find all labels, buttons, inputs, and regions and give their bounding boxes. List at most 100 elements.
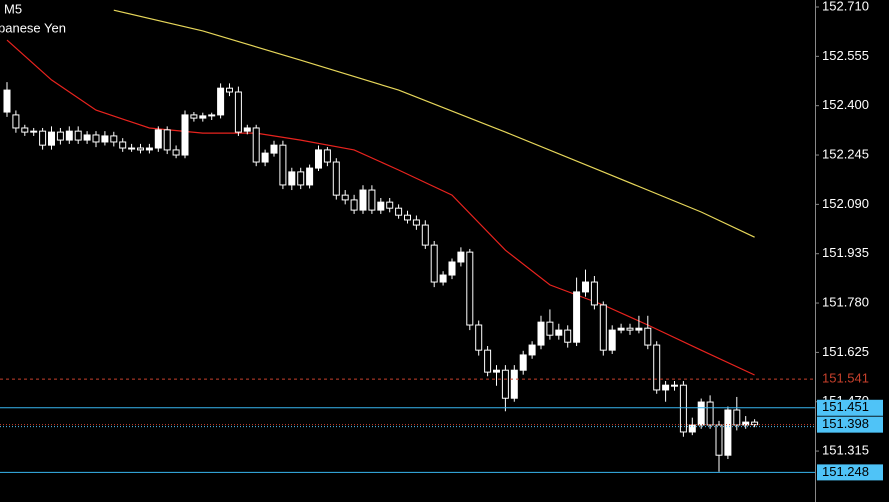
candle-body [56, 131, 64, 141]
candle-body [519, 354, 527, 371]
candle-body [608, 329, 616, 351]
candle-body [377, 201, 385, 211]
candle-body [564, 329, 572, 343]
candle-body [261, 152, 269, 163]
y-tick-label: 151.315 [822, 443, 869, 458]
candle-body [145, 147, 153, 151]
candle-body [92, 134, 100, 143]
candle-body [671, 384, 678, 387]
candle-body [315, 149, 322, 169]
candle-body [288, 171, 296, 186]
candle-body [528, 344, 536, 356]
candle-body [119, 141, 127, 149]
candle-body [217, 87, 225, 116]
y-tick-label: 152.400 [822, 97, 869, 112]
candle-body [163, 129, 171, 151]
candle-body [110, 135, 118, 143]
candle-body [359, 189, 367, 211]
moving-average [113, 9, 755, 238]
price-tag [817, 416, 883, 433]
candle-body [21, 127, 29, 133]
candle-body [751, 421, 759, 426]
candle-body [448, 261, 456, 276]
candle-body [475, 324, 483, 351]
candle-body [653, 344, 661, 391]
candle-body [190, 114, 198, 119]
price-tag [817, 399, 883, 416]
y-tick-label: 152.710 [822, 0, 869, 13]
candle-body [582, 281, 589, 293]
y-tick-label: 151.935 [822, 245, 869, 260]
candle-body [724, 409, 732, 456]
moving-average [6, 39, 755, 376]
price-tag-label: 151.451 [822, 399, 869, 414]
candle-body [590, 281, 598, 306]
candle-body [644, 327, 652, 346]
candle-body [137, 147, 144, 151]
candle-body [662, 384, 670, 391]
candle-body [83, 134, 91, 141]
candle-body [386, 201, 394, 209]
candle-body [466, 251, 474, 326]
candle-body [501, 369, 509, 399]
candle-body [252, 127, 260, 163]
candle-body [154, 129, 162, 149]
price-tag-label: 151.541 [822, 371, 869, 386]
candle-body [421, 224, 429, 246]
candle-body [626, 327, 634, 331]
candle-body [715, 424, 723, 456]
candle-body [493, 369, 500, 373]
candle-body [733, 409, 741, 426]
candle-body [510, 369, 518, 399]
candle-body [430, 244, 438, 283]
candle-body [101, 135, 109, 143]
candle-body [323, 149, 331, 163]
candle-body [65, 130, 73, 141]
candle-body [697, 401, 705, 426]
candle-body [12, 114, 20, 129]
candle-body [341, 194, 349, 201]
candle-body [199, 115, 207, 119]
price-tag [817, 371, 883, 388]
candle-body [332, 161, 340, 196]
y-tick-label: 152.555 [822, 48, 869, 63]
candle-body [48, 131, 55, 146]
candle-body [243, 127, 251, 132]
y-tick-label: 152.245 [822, 146, 869, 161]
candle-body [270, 144, 278, 154]
symbol-name: panese Yen [0, 20, 66, 35]
candle-body [234, 91, 242, 133]
candle-body [573, 291, 581, 343]
candle-body [537, 321, 545, 346]
price-tag [817, 464, 883, 481]
candle-body [226, 87, 233, 93]
candle-body [706, 401, 714, 426]
candle-body [635, 327, 643, 331]
candle-body [128, 147, 136, 150]
candle-body [350, 199, 358, 211]
candle-body [306, 167, 314, 186]
candle-body [30, 130, 38, 133]
y-tick-label: 151.625 [822, 344, 869, 359]
candle-body [679, 384, 687, 433]
candle-body [439, 274, 447, 283]
candle-body [74, 130, 82, 141]
candle-body [555, 329, 563, 336]
candle-body [39, 130, 47, 146]
price-tag-label: 151.398 [822, 416, 869, 431]
candle-body [368, 189, 376, 211]
candle-body [172, 149, 180, 156]
candle-body [599, 304, 607, 351]
candle-body [404, 214, 411, 221]
candle-body [3, 89, 11, 113]
candle-body [742, 421, 750, 426]
price-tag-label: 151.248 [822, 464, 869, 479]
candle-body [395, 207, 403, 216]
candle-body [279, 144, 287, 186]
candle-body [297, 171, 305, 186]
candle-body [617, 327, 625, 331]
y-tick-label: 151.780 [822, 294, 869, 309]
